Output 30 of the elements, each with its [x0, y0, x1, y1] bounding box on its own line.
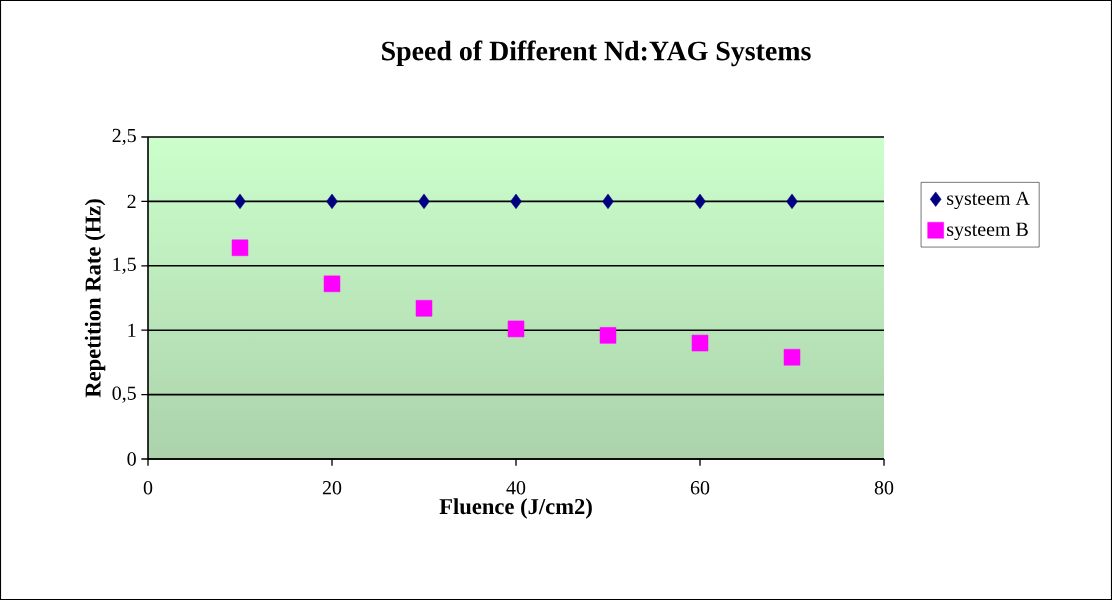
point — [694, 193, 706, 209]
point — [691, 334, 709, 352]
x-tick-label: 60 — [690, 481, 710, 495]
x-tick-label: 80 — [874, 481, 894, 495]
y-tick-label: 1 — [128, 323, 136, 337]
point — [786, 193, 798, 209]
point — [231, 239, 249, 256]
legend-label: systeem A — [947, 191, 1030, 210]
chart-title: Speed of Different Nd:YAG Systems — [382, 40, 811, 67]
point — [599, 327, 617, 344]
x-tick-label: 0 — [143, 481, 153, 495]
point — [783, 349, 801, 366]
point — [510, 193, 522, 209]
y-axis-title: Repetition Rate (Hz) — [84, 199, 106, 398]
y-tick-label: 1,5 — [113, 257, 136, 274]
point — [326, 193, 338, 209]
point — [507, 320, 525, 338]
point — [418, 193, 430, 209]
x-axis-title: Fluence (J/cm2) — [439, 498, 592, 519]
point — [323, 275, 341, 293]
x-tick-label: 20 — [322, 481, 342, 495]
y-tick-label: 2,5 — [112, 128, 136, 146]
y-tick-label: 0,5 — [112, 386, 136, 403]
point — [234, 193, 246, 209]
point — [602, 193, 614, 209]
legend-label: systeem B — [947, 222, 1028, 241]
y-tick-label: 2 — [127, 194, 136, 208]
y-tick-label: 0 — [127, 452, 136, 466]
x-tick-label: 40 — [506, 481, 526, 495]
point — [415, 300, 433, 317]
